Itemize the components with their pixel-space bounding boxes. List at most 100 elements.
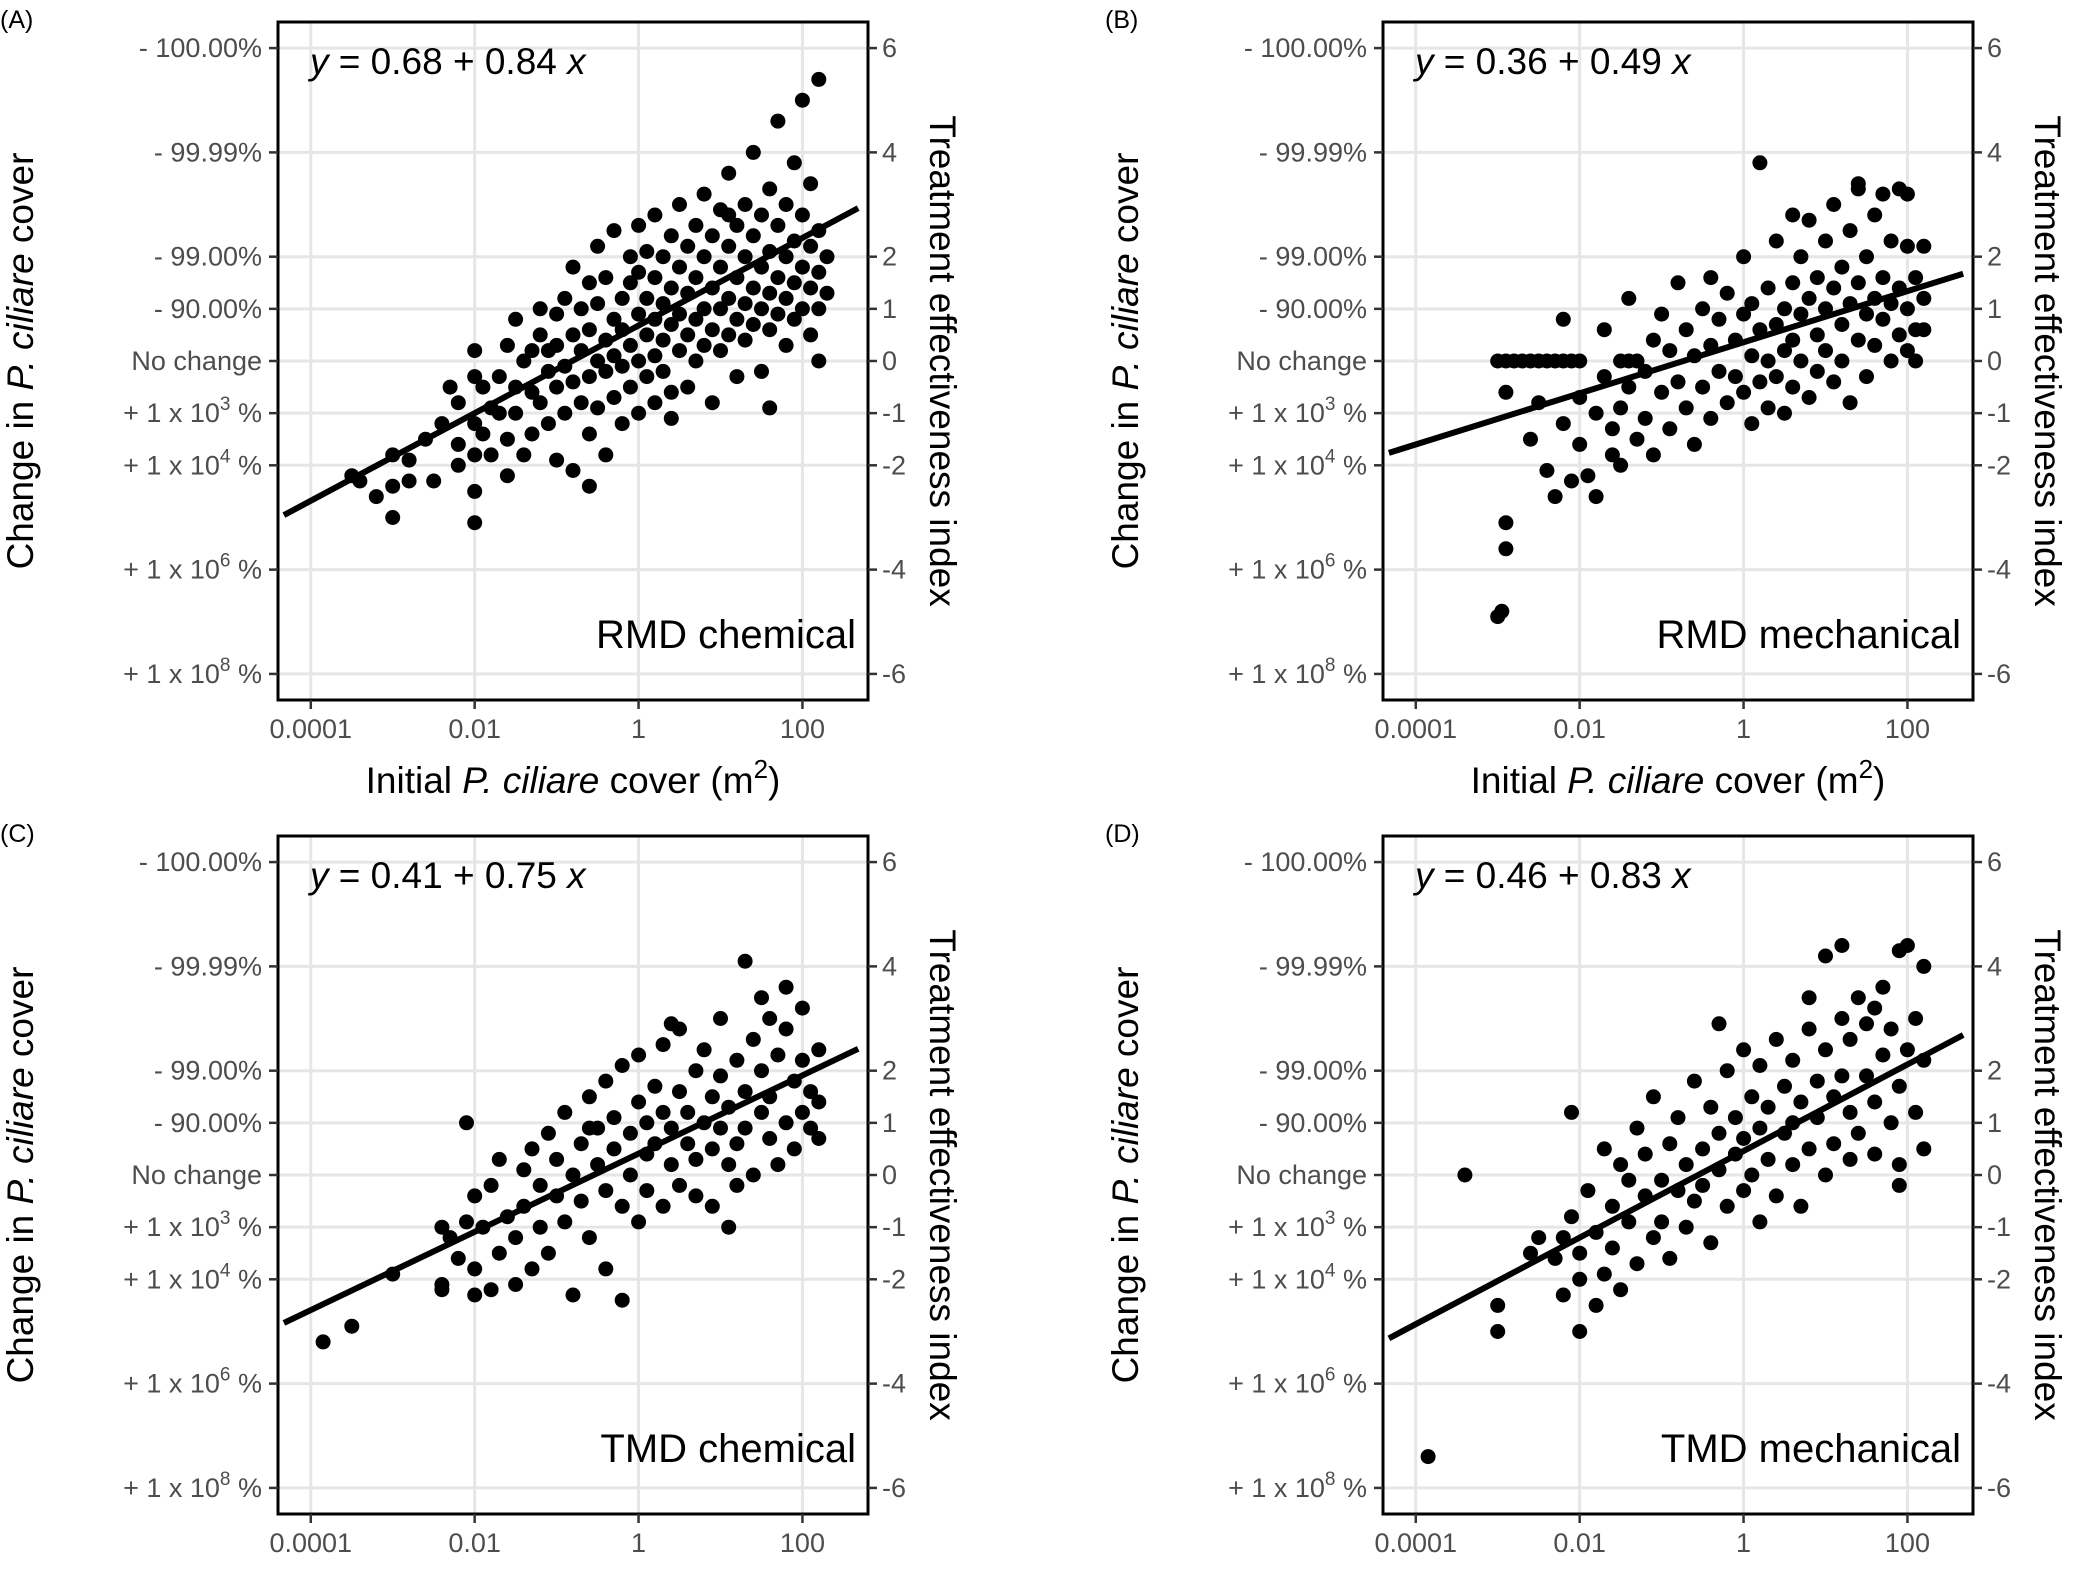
- data-point: [655, 1037, 671, 1053]
- data-point: [467, 515, 483, 531]
- data-point: [450, 1250, 466, 1266]
- data-point: [581, 1120, 597, 1136]
- data-point: [1850, 1125, 1866, 1141]
- data-point: [1760, 280, 1776, 296]
- data-point: [803, 176, 819, 192]
- data-point: [1785, 332, 1801, 348]
- data-point: [1842, 1104, 1858, 1120]
- left-tick-label: - 99.00%: [154, 242, 262, 272]
- data-point: [1891, 1177, 1907, 1193]
- data-point: [1867, 1000, 1883, 1016]
- data-point: [1916, 958, 1932, 974]
- left-tick-label: - 100.00%: [139, 33, 262, 63]
- data-point: [581, 1230, 597, 1246]
- data-point: [1875, 979, 1891, 995]
- left-tick-label: - 99.99%: [154, 137, 262, 167]
- data-point: [606, 223, 622, 239]
- data-point: [1662, 1250, 1678, 1266]
- data-point: [606, 311, 622, 327]
- data-point: [729, 1177, 745, 1193]
- data-point: [1908, 353, 1924, 369]
- data-point: [1809, 1073, 1825, 1089]
- right-tick-label: -4: [1987, 1369, 2011, 1399]
- data-point: [1420, 1449, 1436, 1465]
- bottom-axis: 0.0001 0.01 1 100: [269, 1514, 825, 1558]
- data-point: [557, 1214, 573, 1230]
- data-point: [1523, 431, 1538, 447]
- left-tick-label: + 1 x 106 %: [123, 551, 262, 585]
- data-point: [672, 343, 687, 359]
- data-point: [1572, 1271, 1588, 1287]
- bottom-tick-label: 100: [1885, 714, 1930, 744]
- left-tick-label: No change: [1236, 1160, 1367, 1190]
- right-tick-label: 1: [1987, 1108, 2002, 1138]
- data-point: [1686, 1073, 1702, 1089]
- bottom-tick-label: 0.01: [448, 714, 501, 744]
- left-tick-label: - 99.99%: [1259, 137, 1367, 167]
- right-tick-label: -2: [882, 450, 906, 480]
- data-point: [1645, 1089, 1661, 1105]
- data-point: [696, 337, 712, 353]
- data-point: [1670, 1110, 1686, 1126]
- data-point: [754, 363, 769, 379]
- data-point: [1613, 1157, 1629, 1173]
- data-point: [1744, 1089, 1760, 1105]
- data-point: [778, 337, 794, 353]
- y-axis-title-right: Treatment effectiveness index: [922, 929, 963, 1421]
- x-axis-title: Initial P. ciliare cover (m2): [366, 1568, 781, 1573]
- data-point: [1604, 421, 1620, 437]
- data-point: [1793, 249, 1809, 265]
- right-tick-label: 2: [882, 242, 897, 272]
- data-point: [1875, 1047, 1891, 1063]
- data-point: [803, 280, 819, 296]
- panel-name: TMD chemical: [600, 1427, 856, 1471]
- left-tick-label: + 1 x 106 %: [123, 1365, 262, 1399]
- left-tick-label: + 1 x 106 %: [1228, 1365, 1367, 1399]
- data-point: [1457, 1167, 1473, 1183]
- data-point: [491, 1151, 507, 1167]
- data-point: [737, 197, 753, 212]
- regression-equation: y = 0.46 + 0.83 x: [1412, 855, 1692, 896]
- left-tick-label: No change: [131, 1160, 262, 1190]
- left-tick-label: + 1 x 108 %: [123, 655, 262, 689]
- data-point: [639, 1115, 655, 1131]
- data-point: [778, 1115, 794, 1131]
- data-point: [1703, 1235, 1719, 1251]
- data-point: [639, 290, 655, 306]
- data-point: [385, 510, 401, 525]
- data-point: [655, 1198, 671, 1214]
- data-point: [590, 238, 606, 254]
- data-point: [1867, 1146, 1883, 1162]
- data-point: [1547, 489, 1563, 505]
- right-tick-label: -4: [1987, 555, 2011, 585]
- data-point: [704, 395, 720, 411]
- data-point: [1899, 343, 1915, 359]
- data-point: [762, 285, 778, 301]
- data-point: [1564, 1104, 1579, 1120]
- left-tick-label: - 100.00%: [1244, 847, 1367, 877]
- data-point: [745, 317, 761, 332]
- data-point: [1629, 1256, 1645, 1272]
- data-point: [672, 259, 687, 275]
- data-point: [794, 301, 810, 317]
- data-point: [622, 379, 638, 395]
- data-point: [516, 447, 532, 463]
- chart-panels: - 100.00% - 99.99% - 99.00% - 90.00% No chan…: [0, 6, 2068, 1573]
- bottom-tick-label: 0.0001: [1374, 1528, 1457, 1558]
- y-axis-title-left: Change in P. ciliare cover: [1105, 967, 1146, 1384]
- data-point: [549, 452, 565, 468]
- bottom-tick-label: 1: [1736, 1528, 1751, 1558]
- left-tick-label: + 1 x 103 %: [1228, 1208, 1367, 1242]
- right-tick-label: -1: [1987, 1212, 2011, 1242]
- data-point: [434, 1219, 450, 1235]
- data-point: [1809, 363, 1825, 379]
- data-point: [622, 1167, 638, 1183]
- data-point: [762, 322, 778, 338]
- data-point: [1760, 1099, 1776, 1115]
- data-point: [1752, 155, 1768, 171]
- data-point: [721, 290, 737, 306]
- data-point: [573, 1136, 589, 1152]
- data-point: [565, 327, 581, 343]
- data-point: [1867, 1094, 1883, 1110]
- data-point: [1883, 353, 1899, 369]
